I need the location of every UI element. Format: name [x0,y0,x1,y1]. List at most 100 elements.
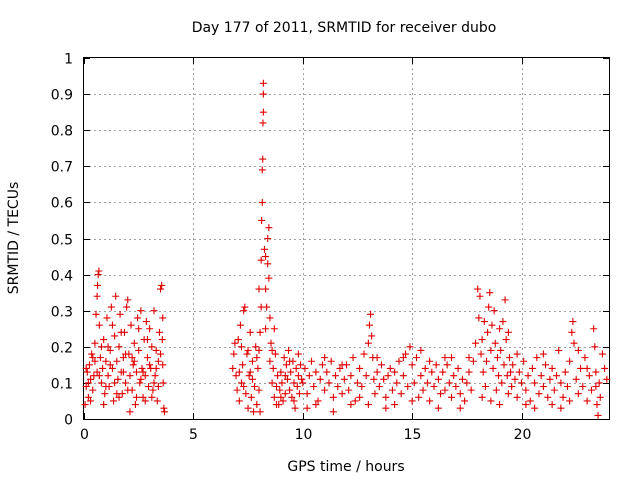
data-point [253,401,261,409]
data-point [539,383,547,391]
data-point [295,390,303,398]
data-point [502,336,510,344]
data-point [305,372,313,380]
y-tick-label: 0 [64,413,73,429]
data-point [258,198,266,206]
data-point [87,397,95,405]
data-point [133,368,140,376]
data-point [360,350,368,358]
data-point [127,321,135,329]
data-point [329,408,337,416]
data-point [129,361,137,369]
data-point [509,361,517,369]
data-point [515,368,523,376]
data-point [408,397,416,405]
data-point [356,364,364,372]
data-point [479,368,487,376]
data-point [544,393,552,401]
data-point [367,310,375,318]
data-point [279,397,287,405]
data-point [240,307,248,315]
data-point [504,390,512,398]
chart-title: Day 177 of 2011, SRMTID for receiver dub… [192,20,497,36]
data-point [113,390,121,398]
data-point [569,318,577,326]
data-point [463,379,471,387]
data-point [159,314,167,322]
data-point [82,383,90,391]
x-tick-label: 15 [404,427,422,443]
data-point [114,375,122,383]
data-point [262,253,270,261]
data-point [152,364,160,372]
data-point [116,310,124,318]
data-point [450,372,458,380]
data-point [293,383,301,391]
data-point [364,401,372,409]
data-point [258,166,266,174]
data-point [498,379,506,387]
data-point [159,361,167,369]
data-point [256,328,264,336]
data-point [235,397,243,405]
data-point [153,397,161,405]
data-point [254,364,262,372]
data-point [448,354,455,362]
data-point [323,368,331,376]
data-point [85,361,93,369]
data-point [321,386,329,394]
data-point [375,383,383,391]
data-point [518,379,525,387]
data-point [278,379,286,387]
data-point [563,383,571,391]
data-point [321,354,329,362]
data-point [270,393,278,401]
data-point [391,401,399,409]
data-point [95,372,103,380]
data-point [107,303,115,311]
data-point [260,245,268,253]
data-point [531,404,539,412]
data-point [271,350,279,358]
data-point [382,404,390,412]
x-tick-label: 5 [189,427,198,443]
x-axis-label: GPS time / hours [287,459,404,475]
data-point [95,321,103,329]
data-point [380,375,388,383]
y-axis-label: SRMTID / TECUs [6,182,22,295]
data-point [160,404,168,412]
x-tick-label: 20 [514,427,532,443]
data-point [108,321,116,329]
data-point [137,375,145,383]
data-point [503,372,511,380]
data-point [445,379,453,387]
data-point [230,350,238,358]
data-point [281,372,289,380]
data-point [592,383,600,391]
data-point [347,372,355,380]
data-point [269,364,277,372]
data-point [511,375,519,383]
data-point [555,346,563,354]
data-point [488,321,496,329]
data-point [456,390,464,398]
data-point [232,372,240,380]
data-point [334,383,342,391]
data-point [397,390,405,398]
data-point [465,354,473,362]
data-point [481,383,489,391]
data-point [365,321,373,329]
data-point [259,90,267,98]
data-point [130,357,138,365]
x-tick-label: 0 [80,427,89,443]
data-point [262,285,270,293]
data-point [491,339,499,347]
data-point [338,390,346,398]
data-point [150,307,158,315]
data-point [432,361,440,369]
data-point [353,379,361,387]
data-point [501,296,509,304]
data-point [255,346,263,354]
x-tick-label: 10 [295,427,313,443]
data-point [566,357,574,365]
